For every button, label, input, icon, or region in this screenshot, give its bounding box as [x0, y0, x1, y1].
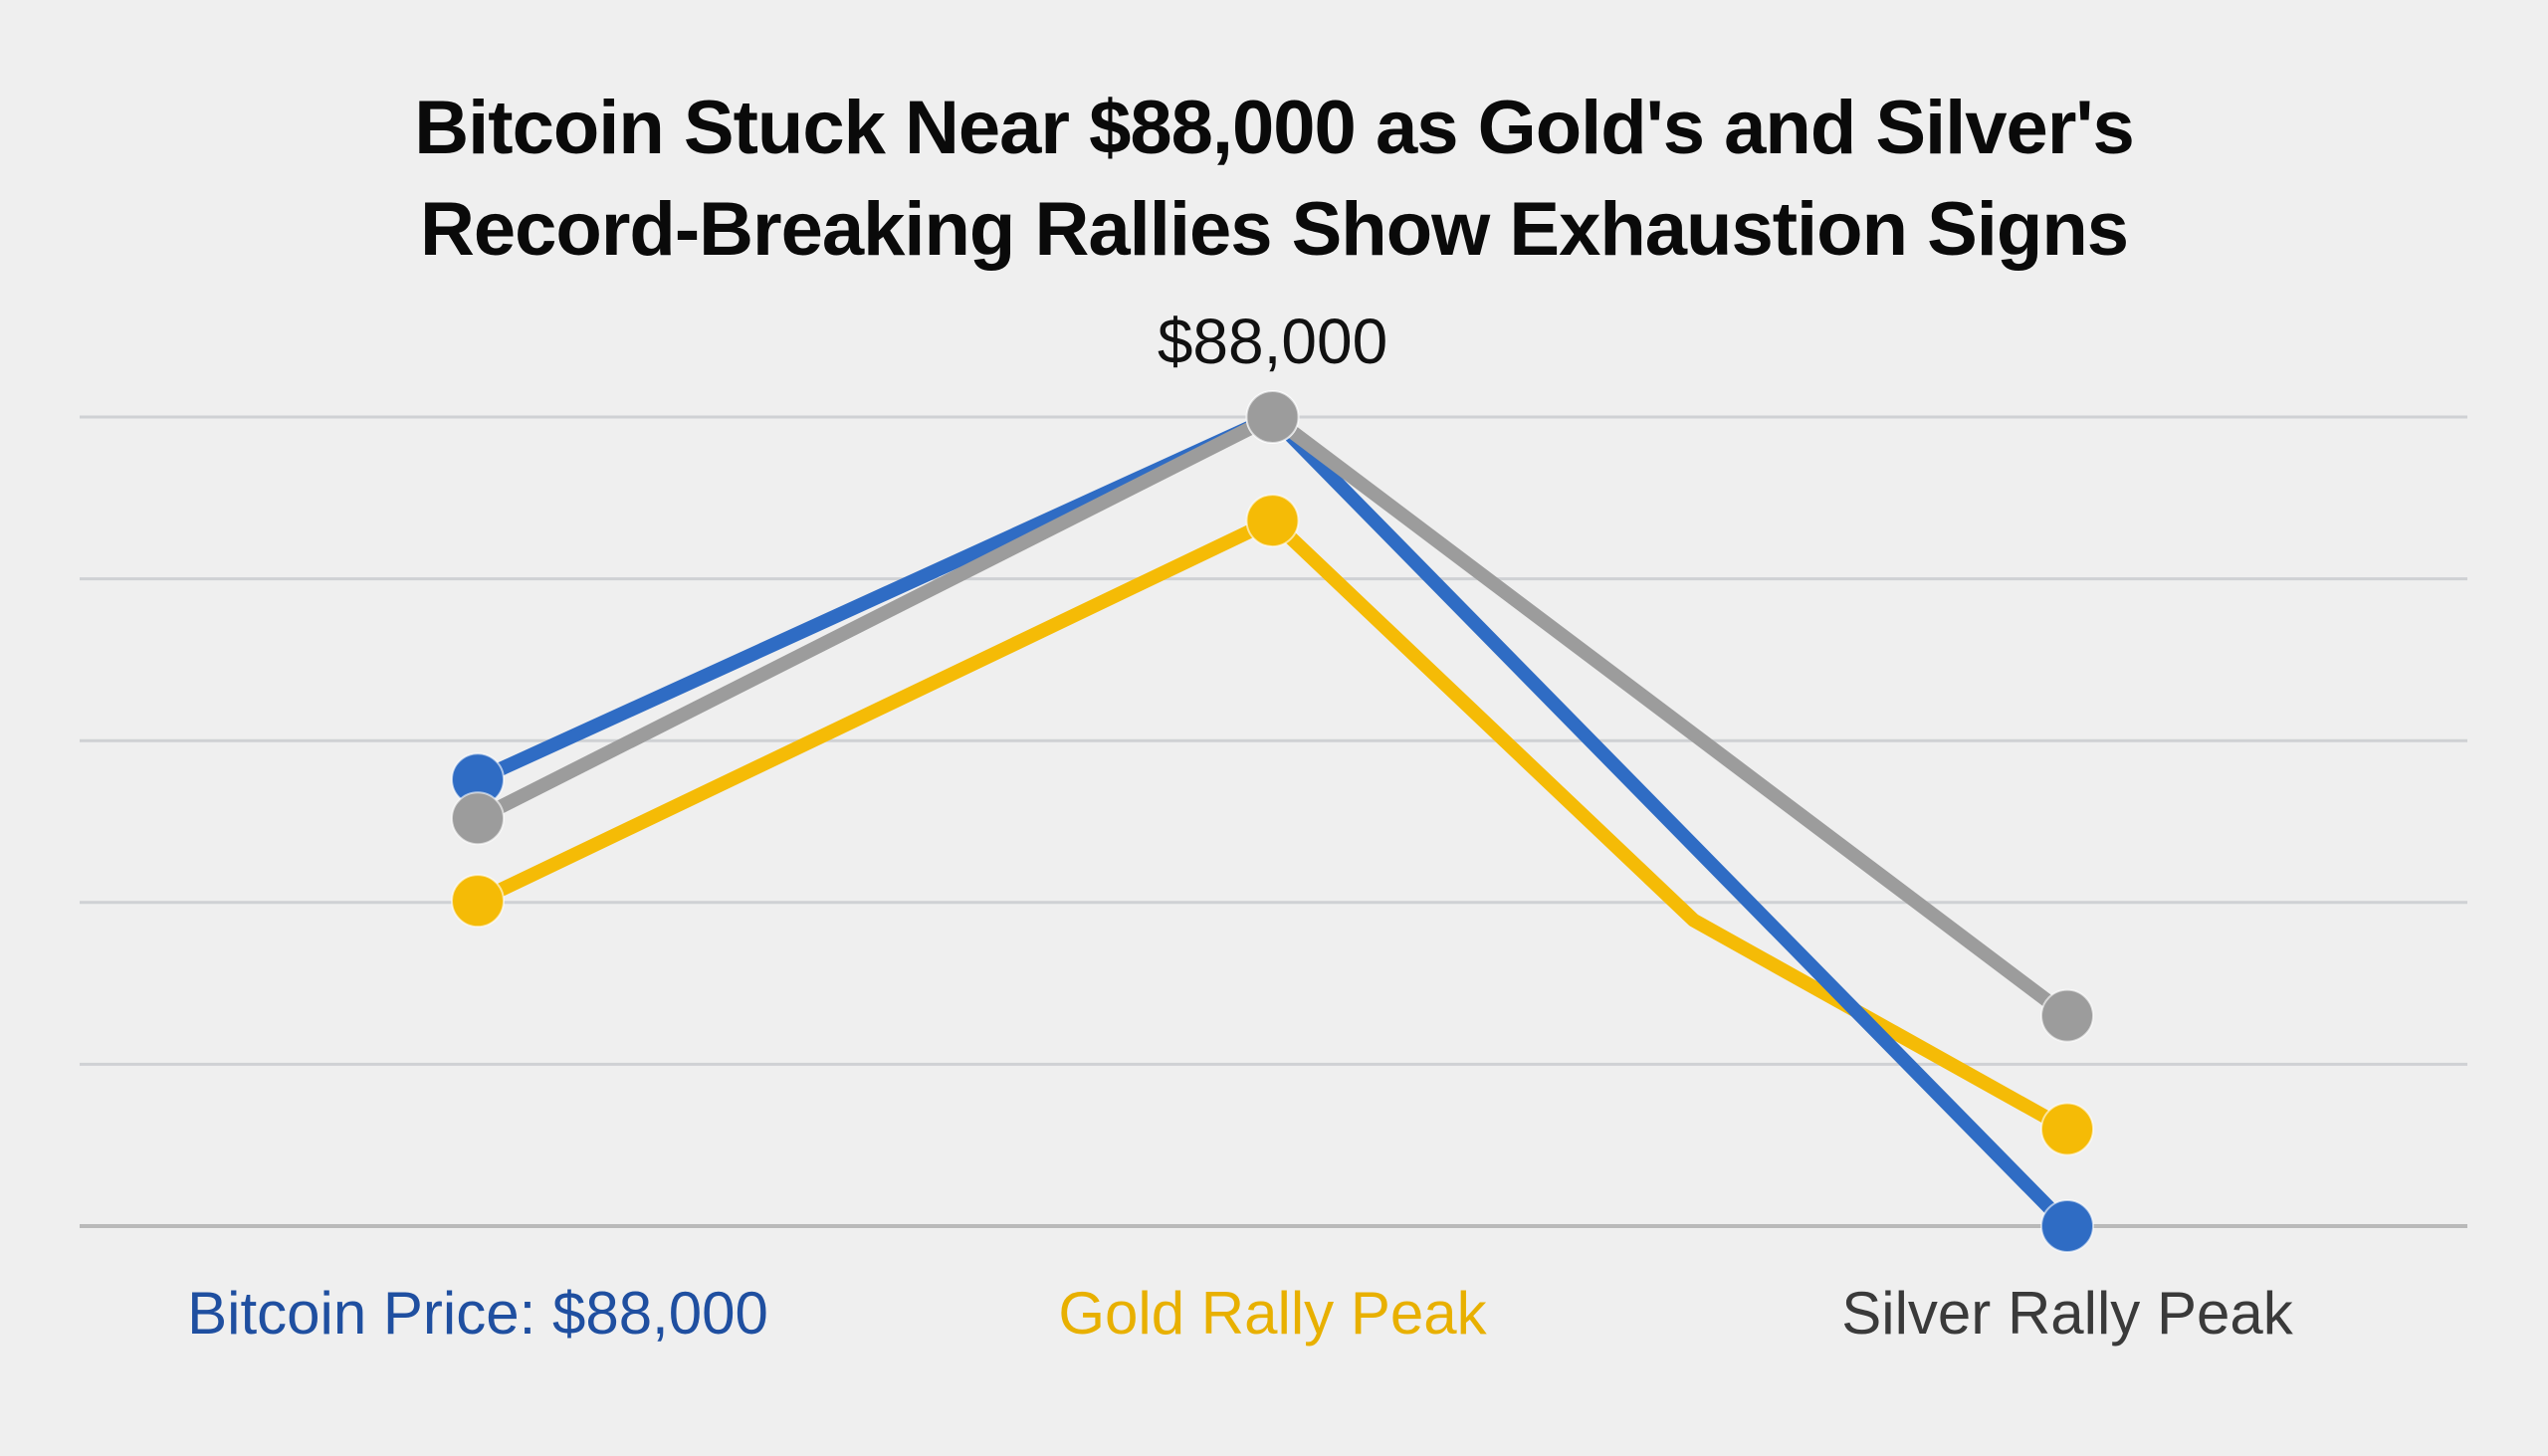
- chart-title: Bitcoin Stuck Near $88,000 as Gold's and…: [0, 78, 2548, 281]
- data-point-silver: [2040, 988, 2094, 1043]
- series-markers: [451, 390, 2094, 1253]
- data-point-gold: [2040, 1102, 2094, 1156]
- chart-title-line-1: Bitcoin Stuck Near $88,000 as Gold's and…: [414, 86, 2134, 170]
- data-point-bitcoin: [2040, 1199, 2094, 1253]
- category-labels: Bitcoin Price: $88,000 Gold Rally Peak Sil…: [187, 1280, 2294, 1347]
- annotations: $88,000: [1158, 306, 1387, 377]
- data-point-gold: [1245, 494, 1300, 548]
- data-point-gold: [451, 874, 505, 929]
- series-line-gold: [471, 514, 2074, 1137]
- chart-title-line-2: Record-Breaking Rallies Show Exhaustion …: [419, 187, 2129, 272]
- category-label: Bitcoin Price: $88,000: [187, 1280, 768, 1347]
- peak-value-label: $88,000: [1158, 306, 1387, 377]
- data-point-silver: [1245, 390, 1300, 444]
- category-label: Silver Rally Peak: [1841, 1280, 2293, 1347]
- category-label: Gold Rally Peak: [1058, 1280, 1487, 1347]
- data-point-silver: [451, 791, 505, 846]
